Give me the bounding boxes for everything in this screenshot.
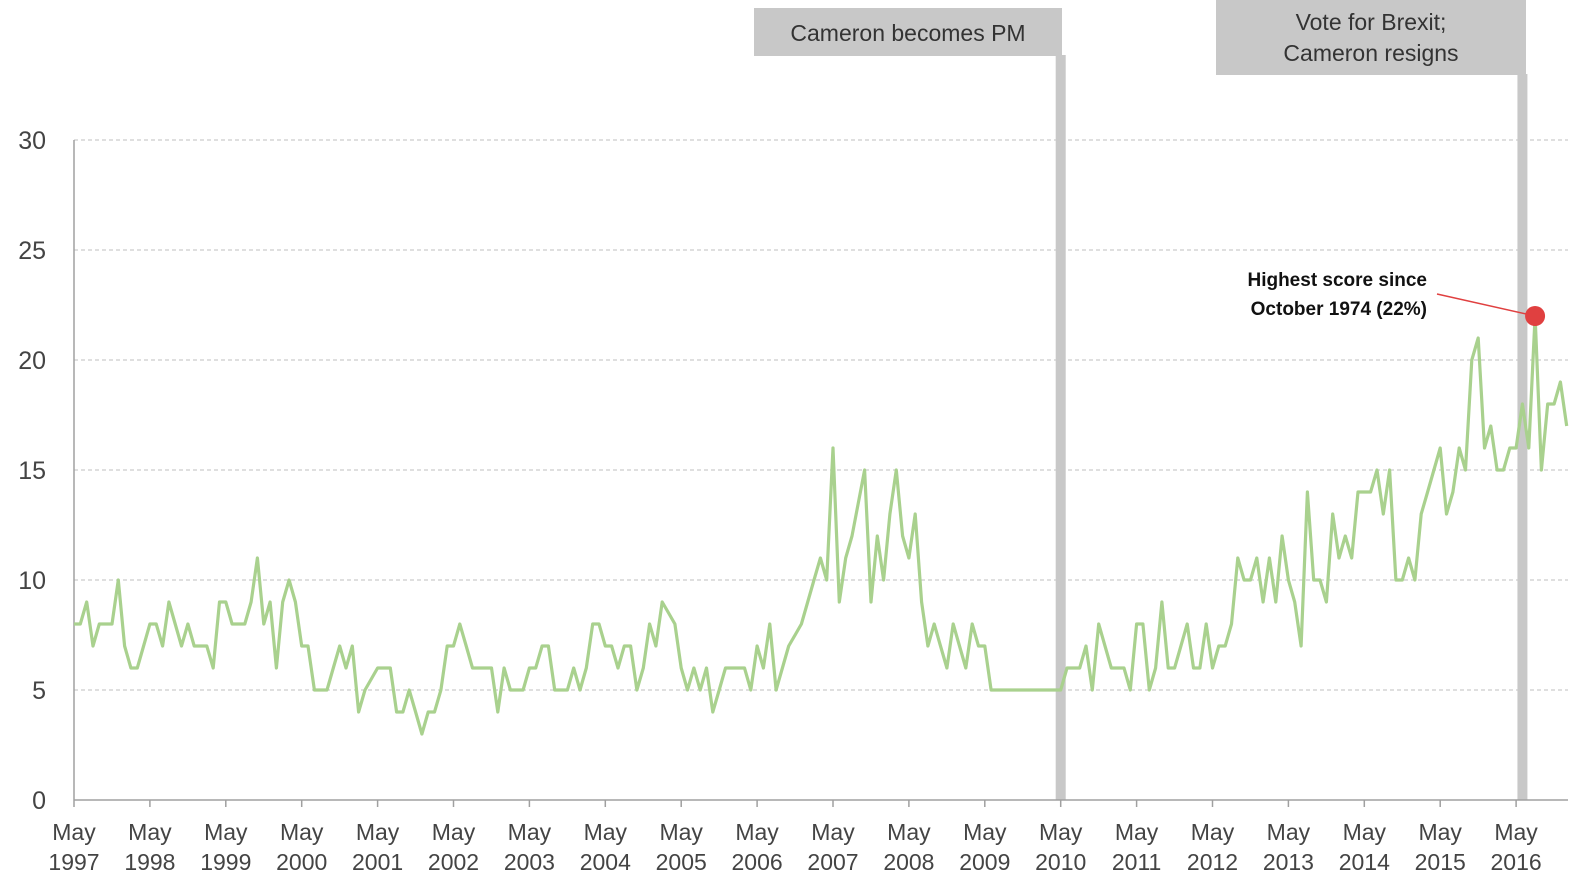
x-tick-year: 1999	[200, 849, 251, 875]
x-tick-labels: May 1997 May 1998 May 1999 May 2000 May 2001 May 20…	[48, 800, 1542, 875]
x-tick-year: 2004	[580, 849, 631, 875]
x-tick-year: 2015	[1415, 849, 1466, 875]
x-tick-month: May	[1494, 819, 1538, 845]
x-tick-month: May	[963, 819, 1007, 845]
peak-callout-line	[1436, 293, 1536, 317]
x-tick-month: May	[1343, 819, 1387, 845]
y-tick-label: 0	[32, 787, 46, 815]
y-tick-labels: 0 5 10 15 20 25 30	[18, 127, 46, 815]
x-tick-year: 2001	[352, 849, 403, 875]
x-tick-month: May	[1267, 819, 1311, 845]
event-cameron-pm-label-box	[754, 8, 1062, 56]
event-brexit-bar	[1517, 74, 1528, 800]
x-tick-year: 2007	[807, 849, 858, 875]
x-tick-year: 1998	[124, 849, 175, 875]
series	[74, 314, 1569, 736]
x-tick-year: 2012	[1187, 849, 1238, 875]
x-tick-year: 2003	[504, 849, 555, 875]
x-tick-year: 2000	[276, 849, 327, 875]
x-tick-year: 2009	[959, 849, 1010, 875]
x-tick-month: May	[508, 819, 552, 845]
x-tick-year: 2011	[1112, 849, 1161, 875]
peak-marker	[1525, 306, 1546, 326]
x-tick-year: 2008	[883, 849, 934, 875]
x-tick-month: May	[659, 819, 703, 845]
y-tick-label: 25	[18, 237, 46, 265]
x-tick-year: 2016	[1491, 849, 1542, 875]
event-brexit-label-line2: Cameron resigns	[1283, 40, 1458, 66]
x-tick-year: 2005	[656, 849, 707, 875]
x-tick-month: May	[204, 819, 248, 845]
x-tick-month: May	[1418, 819, 1462, 845]
y-tick-label: 30	[18, 127, 46, 155]
x-tick-month: May	[887, 819, 931, 845]
x-tick-month: May	[52, 819, 96, 845]
x-tick-month: May	[584, 819, 628, 845]
event-brexit-label-line1: Vote for Brexit;	[1296, 9, 1447, 35]
x-tick-month: May	[432, 819, 476, 845]
y-tick-label: 20	[18, 347, 46, 375]
x-tick-month: May	[356, 819, 400, 845]
peak-annotation: Highest score since October 1974 (22%)	[1247, 270, 1546, 326]
y-tick-label: 10	[18, 567, 46, 595]
peak-label-line2: October 1974 (22%)	[1251, 299, 1427, 320]
x-tick-month: May	[811, 819, 855, 845]
peak-label-line1: Highest score since	[1247, 270, 1427, 291]
event-cameron-pm: Cameron becomes PM	[754, 8, 1066, 800]
y-tick-label: 5	[32, 677, 46, 705]
x-tick-year: 2006	[732, 849, 783, 875]
x-tick-year: 2002	[428, 849, 479, 875]
event-brexit: Vote for Brexit; Cameron resigns	[1216, 0, 1528, 800]
x-tick-year: 1997	[48, 849, 99, 875]
x-tick-month: May	[735, 819, 779, 845]
axes	[73, 140, 1568, 801]
event-cameron-pm-bar	[1055, 55, 1066, 800]
x-tick-year: 2010	[1035, 849, 1086, 875]
x-tick-month: May	[1191, 819, 1235, 845]
x-tick-year: 2013	[1263, 849, 1314, 875]
event-cameron-pm-label: Cameron becomes PM	[790, 20, 1025, 46]
event-markers: Cameron becomes PM Vote for Brexit; Came…	[754, 0, 1528, 800]
event-brexit-label-box	[1216, 0, 1526, 75]
x-tick-year: 2014	[1339, 849, 1390, 875]
x-tick-month: May	[1115, 819, 1159, 845]
y-tick-label: 15	[18, 457, 46, 485]
series-line	[74, 314, 1569, 736]
x-tick-month: May	[280, 819, 324, 845]
x-tick-month: May	[128, 819, 172, 845]
gridlines	[74, 139, 1568, 691]
x-tick-month: May	[1039, 819, 1083, 845]
